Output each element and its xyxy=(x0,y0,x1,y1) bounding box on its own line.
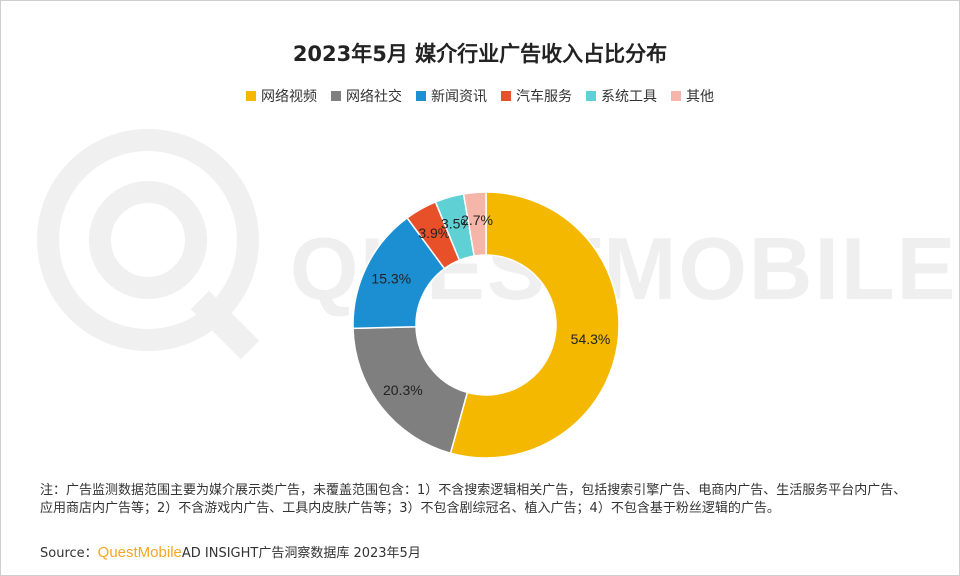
legend-label: 系统工具 xyxy=(601,89,657,105)
donut-slice xyxy=(462,191,487,257)
legend-item: 系统工具 xyxy=(586,86,657,106)
donut-slice xyxy=(449,191,620,459)
legend-item: 新闻资讯 xyxy=(416,86,487,106)
legend-item: 汽车服务 xyxy=(501,86,572,106)
source-brand: QuestMobile xyxy=(97,544,182,561)
data-label: 20.3% xyxy=(383,382,423,398)
data-label: 15.3% xyxy=(371,271,411,287)
legend-label: 其他 xyxy=(686,89,714,105)
data-label: 3.9% xyxy=(418,225,450,241)
chart-title: 2023年5月 媒介行业广告收入占比分布 xyxy=(292,42,668,66)
legend-label: 汽车服务 xyxy=(516,89,572,105)
legend-label: 新闻资讯 xyxy=(431,89,487,105)
legend-swatch xyxy=(416,91,426,101)
source-suffix: AD INSIGHT广告洞察数据库 2023年5月 xyxy=(181,546,421,561)
legend-label: 网络社交 xyxy=(346,89,402,105)
legend-swatch xyxy=(671,91,681,101)
legend-label: 网络视频 xyxy=(261,89,317,105)
legend-swatch xyxy=(586,91,596,101)
donut-slice xyxy=(352,325,469,455)
data-label: 54.3% xyxy=(571,331,611,347)
legend-item: 网络视频 xyxy=(246,86,317,106)
legend-item: 网络社交 xyxy=(331,86,402,106)
legend-swatch xyxy=(246,91,256,101)
data-label: 2.7% xyxy=(461,212,493,228)
legend-swatch xyxy=(501,91,511,101)
chart-legend: 网络视频 网络社交 新闻资讯 汽车服务 系统工具 其他 xyxy=(0,86,960,106)
footnote: 注：广告监测数据范围主要为媒介展示类广告，未覆盖范围包含：1）不含搜索逻辑相关广… xyxy=(40,483,907,516)
legend-swatch xyxy=(331,91,341,101)
source-line: Source： QuestMobile AD INSIGHT广告洞察数据库 20… xyxy=(40,542,421,561)
source-prefix: Source： xyxy=(40,546,98,561)
data-label: 3.5% xyxy=(441,216,473,232)
legend-item: 其他 xyxy=(671,86,714,106)
